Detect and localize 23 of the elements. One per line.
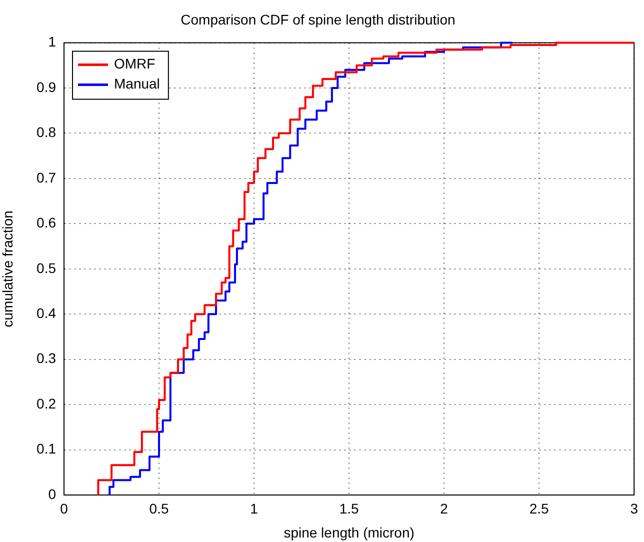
x-tick-label: 3: [630, 500, 638, 516]
x-tick-label: 0: [60, 500, 68, 516]
y-tick-label: 0.1: [36, 440, 56, 457]
y-tick-label: 0: [48, 486, 56, 502]
x-tick-label: 2: [440, 500, 448, 516]
y-tick-label: 1: [48, 34, 56, 50]
y-tick-label: 0.3: [36, 350, 56, 366]
y-tick-label: 0.7: [36, 169, 56, 186]
y-tick-label: 0.6: [36, 214, 56, 231]
x-axis-title: spine length (micron): [284, 524, 414, 540]
legend-label: OMRF: [114, 56, 156, 72]
y-tick-label: 0.8: [36, 124, 56, 140]
chart-title: Comparison CDF of spine length distribution: [180, 11, 456, 28]
y-axis-title: cumulative fraction: [0, 210, 16, 328]
y-tick-label: 0.4: [36, 304, 56, 321]
x-tick-label: 1.5: [339, 500, 359, 516]
y-tick-label: 0.9: [36, 78, 56, 95]
legend-label: Manual: [114, 76, 160, 92]
x-tick-label: 0.5: [149, 500, 169, 516]
y-tick-label: 0.2: [36, 395, 56, 412]
x-tick-label: 2.5: [529, 500, 550, 516]
y-tick-label: 0.5: [36, 260, 56, 276]
x-tick-label: 1: [250, 500, 258, 516]
